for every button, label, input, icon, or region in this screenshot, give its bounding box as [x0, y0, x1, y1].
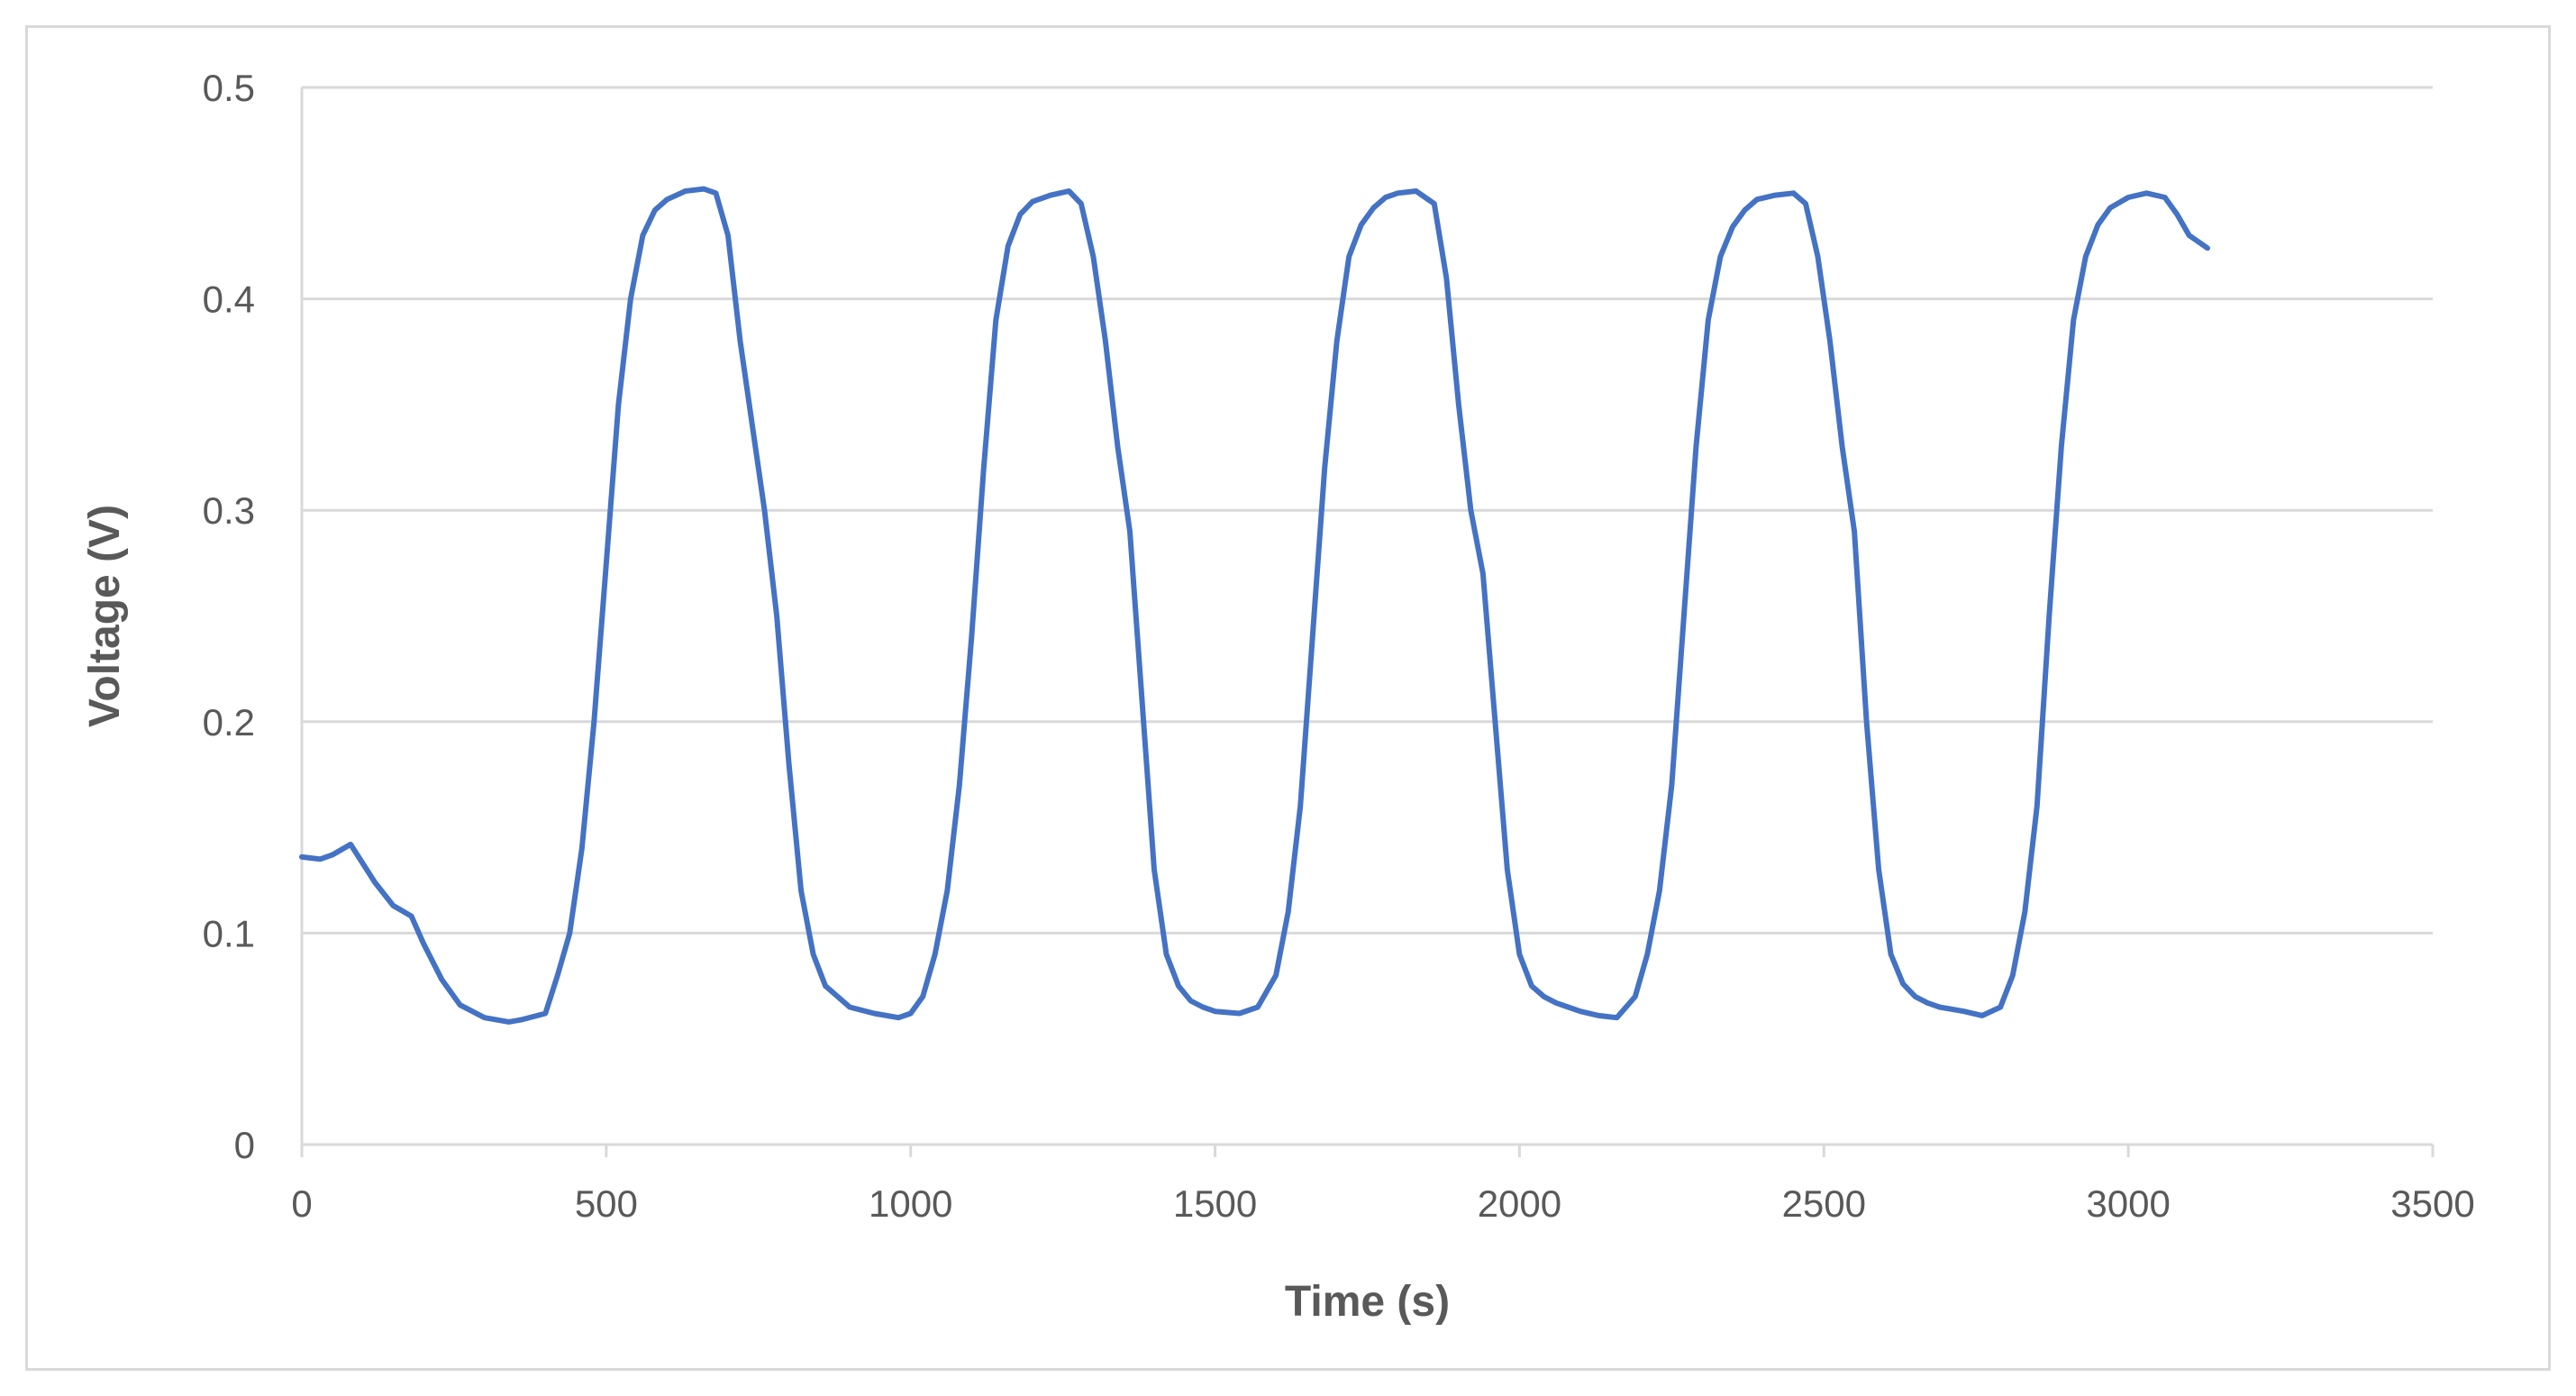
y-tick-label: 0.4	[203, 278, 255, 321]
chart-frame	[25, 25, 2551, 1371]
gridlines	[302, 86, 2433, 935]
x-tick-label: 2000	[1478, 1182, 1561, 1225]
y-axis-title: Voltage (V)	[81, 505, 129, 727]
y-tick-label: 0.5	[203, 67, 255, 109]
voltage-series-line	[299, 186, 2210, 1025]
x-tick-label: 0	[291, 1182, 312, 1225]
y-tick-label: 0.1	[203, 912, 255, 954]
x-axis-title: Time (s)	[1285, 1278, 1450, 1326]
y-tick-label: 0.2	[203, 701, 255, 744]
axes	[300, 87, 2435, 1157]
x-tick-label: 500	[575, 1182, 638, 1225]
y-tick-labels: 0 0.1 0.2 0.3 0.4 0.5	[203, 67, 255, 1166]
x-tick-label: 3500	[2390, 1182, 2474, 1225]
y-tick-label: 0.3	[203, 489, 255, 532]
x-tick-label: 1500	[1173, 1182, 1257, 1225]
x-tick-labels: 0 500 1000 1500 2000 2500 3000 3500	[291, 1182, 2474, 1225]
x-tick-label: 1000	[869, 1182, 952, 1225]
x-tick-label: 3000	[2086, 1182, 2170, 1225]
x-tick-label: 2500	[1782, 1182, 1866, 1225]
y-tick-label: 0	[234, 1124, 255, 1166]
